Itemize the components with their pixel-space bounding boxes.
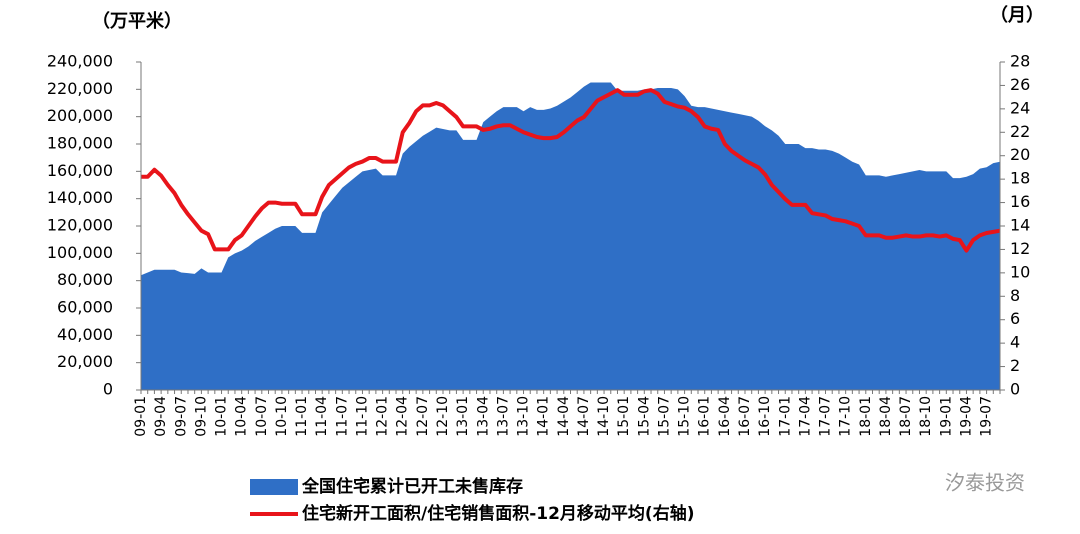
x-tick-label: 10-01 [214, 396, 230, 437]
y-tick-label: 240,000 [47, 52, 113, 71]
x-tick-label: 15-07 [656, 396, 672, 437]
y2-tick-label: 14 [1010, 216, 1030, 235]
x-tick-label: 13-10 [516, 396, 532, 437]
x-tick-label: 13-01 [455, 396, 471, 437]
x-tick-label: 12-04 [395, 396, 411, 437]
y-tick-label: 160,000 [47, 161, 113, 180]
y2-tick-label: 2 [1010, 356, 1020, 375]
y-tick-label: 60,000 [57, 298, 113, 317]
y-tick-label: 220,000 [47, 79, 113, 98]
y2-tick-label: 10 [1010, 262, 1030, 281]
x-tick-label: 18-07 [898, 396, 914, 437]
x-tick-label: 16-10 [757, 396, 773, 437]
x-tick-label: 17-07 [818, 396, 834, 437]
x-tick-label: 18-04 [878, 396, 894, 437]
x-tick-label: 14-01 [536, 396, 552, 437]
y-tick-label: 100,000 [47, 243, 113, 262]
x-tick-label: 18-01 [858, 396, 874, 437]
x-tick-label: 18-10 [918, 396, 934, 437]
y-tick-label: 20,000 [57, 352, 113, 371]
x-tick-label: 17-04 [797, 396, 813, 437]
x-tick-label: 14-10 [596, 396, 612, 437]
x-tick-label: 12-01 [375, 396, 391, 437]
x-tick-label: 13-04 [475, 396, 491, 437]
y2-tick-label: 26 [1010, 75, 1030, 94]
legend-label: 住宅新开工面积/住宅销售面积-12月移动平均(右轴) [302, 503, 694, 524]
x-tick-label: 11-10 [354, 396, 370, 437]
x-tick-label: 15-04 [636, 396, 652, 437]
x-tick-label: 17-01 [777, 396, 793, 437]
y2-tick-label: 16 [1010, 192, 1030, 211]
line [141, 88, 1001, 253]
y2-tick-label: 8 [1010, 286, 1020, 305]
x-tick-label: 17-10 [838, 396, 854, 437]
x-tick-label: 09-01 [133, 396, 149, 437]
legend-label: 全国住宅累计已开工未售库存 [301, 476, 523, 497]
y2-tick-label: 28 [1010, 52, 1030, 71]
y2-tick-label: 12 [1010, 239, 1030, 258]
y-tick-label: 80,000 [57, 270, 113, 289]
x-tick-label: 15-10 [677, 396, 693, 437]
y-tick-label: 0 [103, 380, 113, 399]
y-tick-label: 200,000 [47, 106, 113, 125]
y2-axis-title: （月） [990, 5, 1044, 26]
y-tick-label: 180,000 [47, 134, 113, 153]
x-tick-label: 11-01 [294, 396, 310, 437]
x-tick-label: 09-10 [193, 396, 209, 437]
x-tick-label: 12-10 [435, 396, 451, 437]
legend-swatch [250, 479, 298, 495]
x-tick-label: 13-07 [495, 396, 511, 437]
y2-tick-label: 4 [1010, 333, 1020, 352]
x-tick-label: 12-07 [415, 396, 431, 437]
x-tick-label: 10-07 [254, 396, 270, 437]
x-tick-label: 19-01 [938, 396, 954, 437]
area [141, 82, 1000, 390]
y-tick-label: 40,000 [57, 325, 113, 344]
y2-tick-label: 22 [1010, 122, 1030, 141]
y-tick-label: 120,000 [47, 216, 113, 235]
watermark: 汐泰投资 [945, 471, 1025, 495]
y2-tick-label: 24 [1010, 98, 1030, 117]
x-tick-label: 16-04 [717, 396, 733, 437]
x-tick-label: 10-04 [234, 396, 250, 437]
y-axis-title: （万平米） [92, 10, 182, 32]
x-tick-label: 14-04 [556, 396, 572, 437]
x-tick-label: 09-04 [153, 396, 169, 437]
x-tick-label: 16-07 [737, 396, 753, 437]
x-tick-label: 11-07 [334, 396, 350, 437]
y2-tick-label: 20 [1010, 145, 1030, 164]
x-tick-label: 11-04 [314, 396, 330, 437]
y-tick-label: 140,000 [47, 188, 113, 207]
x-tick-label: 15-01 [616, 396, 632, 437]
x-tick-label: 19-04 [958, 396, 974, 437]
y2-tick-label: 6 [1010, 309, 1020, 328]
y2-tick-label: 0 [1010, 380, 1020, 399]
x-tick-label: 19-07 [979, 396, 995, 437]
x-tick-label: 09-07 [173, 396, 189, 437]
x-tick-label: 14-07 [576, 396, 592, 437]
x-tick-label: 10-10 [274, 396, 290, 437]
x-tick-label: 16-01 [697, 396, 713, 437]
y2-tick-label: 18 [1010, 169, 1030, 188]
